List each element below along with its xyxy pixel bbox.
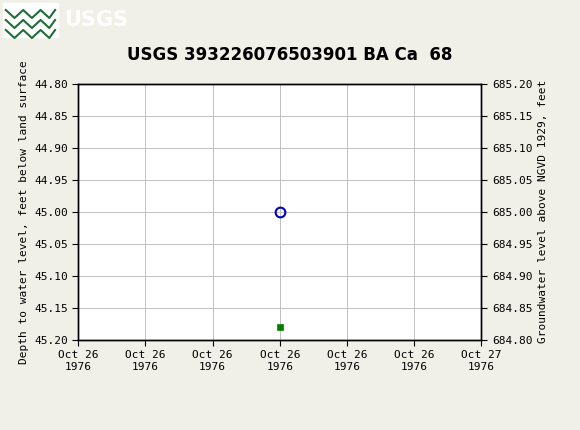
Y-axis label: Groundwater level above NGVD 1929, feet: Groundwater level above NGVD 1929, feet: [538, 80, 548, 344]
Text: USGS: USGS: [64, 10, 128, 30]
Y-axis label: Depth to water level, feet below land surface: Depth to water level, feet below land su…: [19, 60, 28, 364]
Bar: [3, 3, 58, 37]
Text: USGS 393226076503901 BA Ca  68: USGS 393226076503901 BA Ca 68: [128, 46, 452, 64]
